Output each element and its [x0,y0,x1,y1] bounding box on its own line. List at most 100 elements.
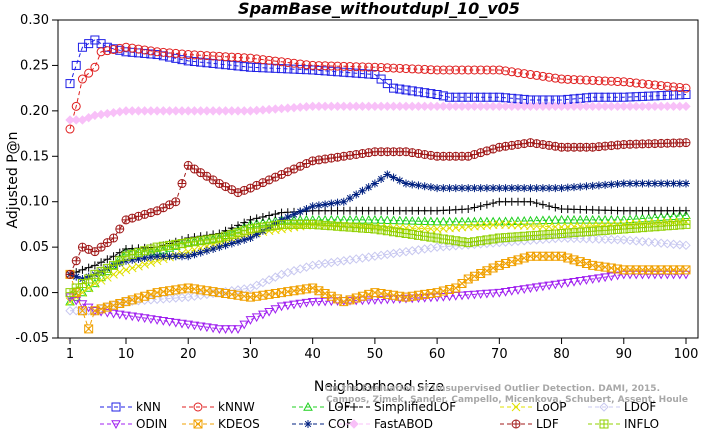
data-point [675,90,685,100]
data-point [326,61,336,71]
data-point [650,212,660,222]
data-point [146,315,156,324]
data-point [349,419,359,429]
data-point [245,62,255,72]
watermark-line-1: On the Evaluation of Unsupervised Outlie… [325,384,660,394]
data-point [482,184,491,193]
data-point [109,45,119,55]
data-point [513,286,523,295]
y-tick-label: 0.10 [20,195,49,210]
data-point [227,106,237,116]
data-point [146,289,156,299]
x-tick-label: 100 [674,347,699,362]
data-point [488,92,498,102]
data-point [594,181,603,190]
data-point [140,260,150,269]
data-point [532,70,542,80]
series-knnw [65,42,691,134]
plot-frame [57,19,699,339]
legend-item-ldof: LDOF [588,400,656,414]
data-point [501,66,511,76]
data-point [631,236,641,246]
data-point [557,251,567,261]
data-point [303,401,313,411]
data-point [525,284,536,294]
data-point [146,46,156,56]
data-point [90,261,99,270]
data-point [532,199,541,208]
data-point [170,318,181,328]
data-point [451,65,461,75]
data-point [245,316,256,325]
data-point [637,101,648,112]
x-axis-label: Neighborhood size [314,379,444,395]
data-point [289,300,299,310]
data-point [669,82,679,92]
data-point [464,184,473,193]
data-point [581,101,592,112]
data-point [382,101,393,112]
data-point [576,182,585,191]
data-point [482,92,492,102]
legend-label: LoOP [536,400,567,414]
data-point [600,214,610,224]
data-point [563,74,573,84]
data-point [511,402,521,412]
data-point [320,297,330,307]
data-point [643,101,654,112]
data-point [308,60,318,70]
data-point [209,244,218,253]
data-point [532,184,541,193]
data-point [632,179,641,188]
data-point [264,307,274,317]
data-point [389,63,399,73]
watermark-line-2: Campos, Zimek, Sander, Campello, Micenko… [326,395,688,405]
data-point [133,293,143,303]
y-tick-label: 0.25 [20,58,49,73]
data-point [618,270,629,280]
data-point [339,61,349,71]
data-point [650,237,660,248]
data-point [426,224,436,234]
y-tick-label: 0.00 [20,286,49,301]
data-point [376,74,386,84]
data-point [525,70,535,80]
data-point [619,77,629,87]
data-point [643,237,654,247]
data-point [84,274,94,284]
data-point [183,106,193,116]
data-point [208,106,218,116]
data-point [631,101,641,112]
data-point [308,202,317,211]
data-point [102,302,112,312]
data-point [587,275,598,284]
data-point [531,215,542,225]
data-point [252,214,261,223]
data-point [134,254,143,263]
data-point [364,69,374,79]
data-point [613,77,623,87]
data-point [545,184,554,193]
data-point [402,179,410,188]
data-point [619,92,629,102]
data-point [158,317,169,326]
data-point [551,203,560,212]
data-point [600,92,610,102]
data-point [650,101,660,112]
data-point [607,180,616,189]
data-point [476,202,485,211]
x-tick-label: 50 [367,347,384,362]
data-point [234,221,242,230]
data-point [531,283,542,293]
data-point [494,65,504,75]
data-point [376,295,386,305]
data-point [511,419,521,429]
data-point [208,58,218,68]
data-point [171,48,181,58]
data-point [65,124,75,134]
data-point [333,67,343,77]
data-point [358,186,367,195]
data-point [494,92,504,102]
data-point [407,215,418,225]
